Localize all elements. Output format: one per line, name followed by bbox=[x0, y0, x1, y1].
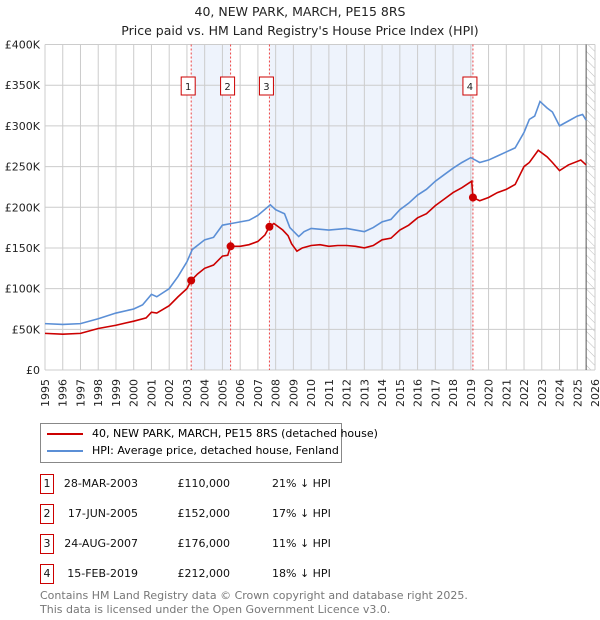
y-tick-label: £300K bbox=[5, 120, 41, 133]
y-tick-label: £150K bbox=[5, 242, 41, 255]
x-tick-label: 2017 bbox=[429, 379, 442, 407]
y-tick-label: £50K bbox=[12, 323, 41, 336]
y-tick-label: £0 bbox=[26, 364, 40, 377]
series-line bbox=[44, 100, 587, 326]
title: 40, NEW PARK, MARCH, PE15 8RS bbox=[194, 4, 406, 19]
legend-item-property: 40, NEW PARK, MARCH, PE15 8RS (detached … bbox=[47, 427, 378, 441]
sale-row: 2 17-JUN-2005 £152,000 17% ↓ HPI bbox=[40, 504, 360, 524]
x-tick-label: 2022 bbox=[518, 379, 531, 407]
legend-label: HPI: Average price, detached house, Fenl… bbox=[92, 444, 339, 457]
x-tick-label: 2010 bbox=[305, 379, 318, 407]
y-tick-label: £200K bbox=[5, 201, 41, 214]
x-tick-label: 2002 bbox=[163, 379, 176, 407]
sale-price: £176,000 bbox=[177, 537, 231, 550]
sale-point bbox=[187, 276, 196, 285]
x-tick-label: 2024 bbox=[554, 379, 567, 407]
chart-title: 40, NEW PARK, MARCH, PE15 8RS Price paid … bbox=[0, 2, 600, 40]
legend-label: 40, NEW PARK, MARCH, PE15 8RS (detached … bbox=[92, 427, 378, 440]
x-tick-label: 2008 bbox=[270, 379, 283, 407]
sale-marker-box bbox=[180, 76, 196, 96]
x-tick-label: 2019 bbox=[465, 379, 478, 407]
sale-hpi-diff: 11% ↓ HPI bbox=[272, 537, 331, 550]
sale-marker-box bbox=[462, 76, 478, 96]
legend-swatch-red bbox=[47, 433, 83, 435]
x-tick-label: 2023 bbox=[536, 379, 549, 407]
sale-point bbox=[265, 222, 274, 231]
x-tick-label: 2013 bbox=[358, 379, 371, 407]
x-tick-label: 1995 bbox=[39, 379, 52, 407]
sale-marker-label: 2 bbox=[224, 82, 230, 93]
x-tick-label: 2018 bbox=[447, 379, 460, 407]
x-tick-label: 2005 bbox=[216, 379, 229, 407]
sale-marker-label: 3 bbox=[263, 82, 269, 93]
sale-row: 4 15-FEB-2019 £212,000 18% ↓ HPI bbox=[40, 564, 360, 584]
sale-hpi-diff: 17% ↓ HPI bbox=[272, 507, 331, 520]
y-tick-label: £350K bbox=[5, 79, 41, 92]
footer: Contains HM Land Registry data © Crown c… bbox=[40, 589, 468, 617]
legend: 40, NEW PARK, MARCH, PE15 8RS (detached … bbox=[40, 423, 378, 463]
x-tick-label: 2003 bbox=[181, 379, 194, 407]
x-tick-label: 2014 bbox=[376, 379, 389, 407]
sale-number: 2 bbox=[40, 504, 54, 524]
sale-price: £152,000 bbox=[177, 507, 231, 520]
sale-number: 3 bbox=[40, 534, 54, 554]
x-tick-label: 1998 bbox=[92, 379, 105, 407]
footer-line: Contains HM Land Registry data © Crown c… bbox=[40, 589, 468, 602]
x-tick-label: 2016 bbox=[412, 379, 425, 407]
x-tick-label: 2025 bbox=[571, 379, 584, 407]
y-tick-label: £250K bbox=[5, 161, 41, 174]
legend-item-hpi: HPI: Average price, detached house, Fenl… bbox=[47, 444, 339, 458]
x-tick-label: 2015 bbox=[394, 379, 407, 407]
sale-date: 28-MAR-2003 bbox=[63, 477, 138, 490]
x-tick-label: 2012 bbox=[341, 379, 354, 407]
subtitle: Price paid vs. HM Land Registry's House … bbox=[121, 23, 479, 38]
sale-price: £110,000 bbox=[177, 477, 231, 490]
x-tick-label: 1996 bbox=[57, 379, 70, 407]
x-tick-label: 2020 bbox=[483, 379, 496, 407]
x-tick-label: 1999 bbox=[110, 379, 123, 407]
sale-marker-label: 1 bbox=[185, 82, 191, 93]
x-tick-label: 2009 bbox=[287, 379, 300, 407]
sale-point bbox=[468, 193, 477, 202]
sale-row: 3 24-AUG-2007 £176,000 11% ↓ HPI bbox=[40, 534, 360, 554]
sale-marker-label: 4 bbox=[467, 82, 473, 93]
x-tick-label: 2007 bbox=[252, 379, 265, 407]
x-tick-label: 2000 bbox=[128, 379, 141, 407]
x-tick-label: 2021 bbox=[500, 379, 513, 407]
sale-row: 1 28-MAR-2003 £110,000 21% ↓ HPI bbox=[40, 474, 360, 494]
footer-line: This data is licensed under the Open Gov… bbox=[40, 603, 391, 616]
sale-hpi-diff: 18% ↓ HPI bbox=[272, 567, 331, 580]
x-tick-label: 2011 bbox=[323, 379, 336, 407]
x-tick-label: 2006 bbox=[234, 379, 247, 407]
legend-swatch-blue bbox=[47, 450, 83, 452]
sale-date: 15-FEB-2019 bbox=[67, 567, 138, 580]
x-tick-label: 2001 bbox=[145, 379, 158, 407]
sale-date: 17-JUN-2005 bbox=[67, 507, 138, 520]
sale-marker-box bbox=[258, 76, 274, 96]
x-tick-label: 2026 bbox=[589, 379, 600, 407]
sale-price: £212,000 bbox=[177, 567, 231, 580]
x-tick-label: 1997 bbox=[74, 379, 87, 407]
sale-date: 24-AUG-2007 bbox=[64, 537, 138, 550]
y-tick-label: £400K bbox=[5, 39, 41, 52]
chart: 1995 1996 1997 1998 1999 2000 2001 2002 2003 2004… bbox=[5, 39, 600, 408]
series-line bbox=[44, 149, 587, 335]
x-tick-label: 2004 bbox=[199, 379, 212, 407]
sale-point bbox=[226, 242, 235, 251]
y-tick-label: £100K bbox=[5, 283, 41, 296]
sale-number: 1 bbox=[40, 474, 54, 494]
sale-hpi-diff: 21% ↓ HPI bbox=[272, 477, 331, 490]
sale-marker-box bbox=[220, 76, 236, 96]
sale-number: 4 bbox=[40, 564, 54, 584]
